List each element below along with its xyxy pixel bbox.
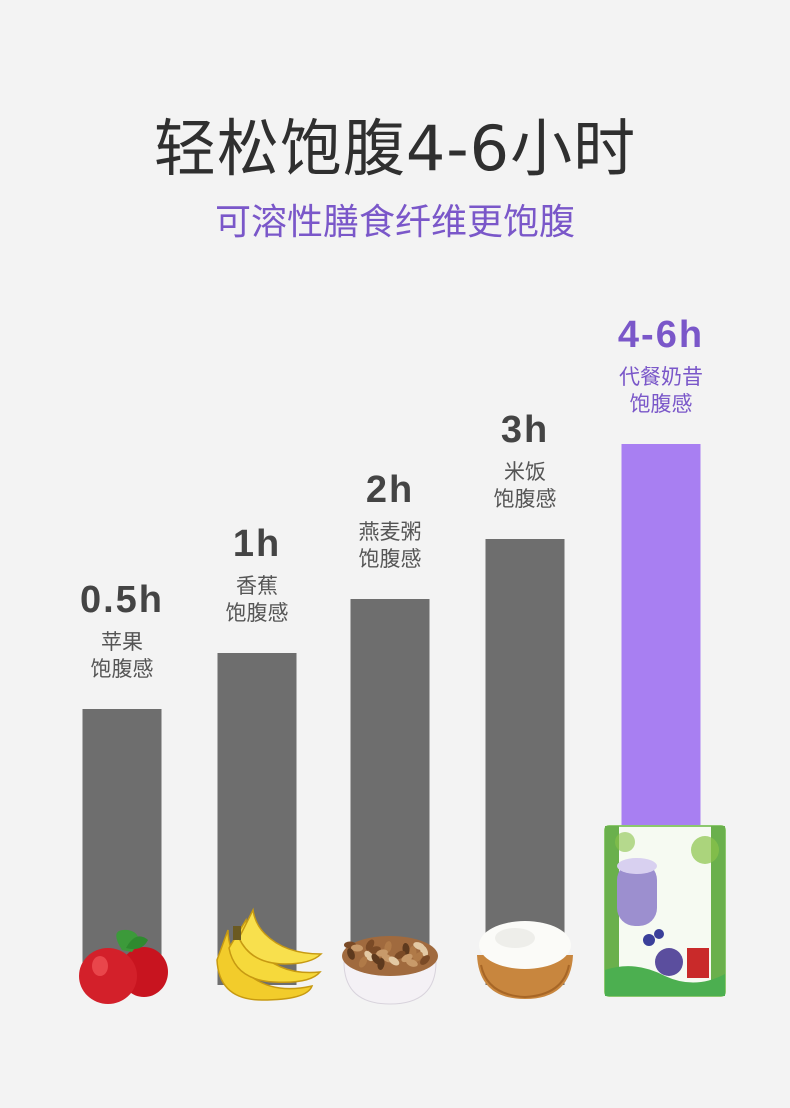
bar [485, 539, 565, 985]
bar-value-label: 3h [501, 409, 549, 451]
bar-value-label: 2h [366, 469, 414, 511]
oatmeal-bowl-icon [342, 936, 438, 1005]
bar-value-label: 4-6h [618, 314, 704, 356]
rice-bowl-icon [477, 921, 573, 999]
bar [350, 599, 430, 985]
page-subtitle: 可溶性膳食纤维更饱腹 [214, 202, 575, 243]
bar-caption: 饱腹感 [91, 657, 154, 681]
page-title: 轻松饱腹4-6小时 [153, 112, 637, 185]
bar-caption: 米饭 [504, 460, 546, 484]
banana-icon [216, 907, 323, 1001]
bar-caption: 燕麦粥 [359, 520, 422, 544]
bar-caption: 饱腹感 [359, 547, 422, 571]
bar-caption: 香蕉 [236, 574, 278, 598]
bar-value-label: 1h [233, 523, 281, 565]
bar-caption: 饱腹感 [226, 601, 289, 625]
bar-caption: 饱腹感 [494, 487, 557, 511]
shake-package-icon [604, 825, 726, 997]
bar-caption: 代餐奶昔 [619, 365, 703, 389]
bar-caption: 苹果 [101, 630, 143, 654]
bar-value-label: 0.5h [80, 579, 164, 621]
apple-icon [79, 929, 168, 1004]
bar-caption: 饱腹感 [630, 392, 693, 416]
